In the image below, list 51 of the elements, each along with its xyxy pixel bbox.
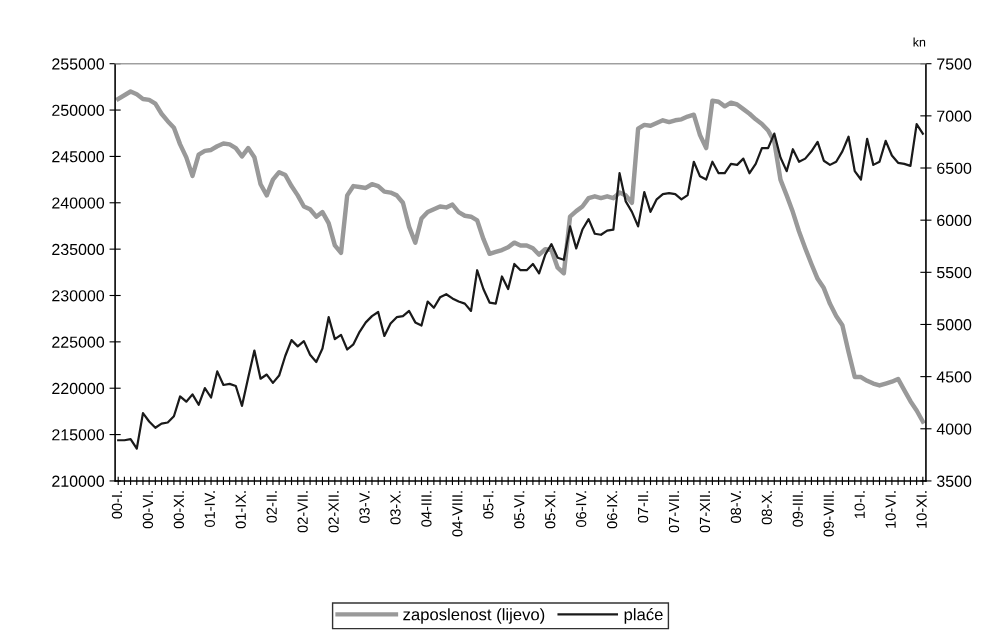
y-tick-label: 255000 [52, 58, 105, 70]
line-series [117, 123, 924, 450]
y2-tick-label: 7500 [937, 58, 972, 70]
y-tick-label: 210000 [52, 475, 105, 487]
x-tick-label: 06-IV. [576, 491, 587, 527]
x-tick-label: 02-II. [266, 491, 277, 523]
x-tick-label: 05-I. [483, 491, 494, 519]
x-tick-label: 00-VI. [142, 491, 154, 529]
x-tick-label: 08-X. [761, 491, 773, 525]
x-tick-label: 09-VIII. [823, 491, 834, 537]
x-tick-label: 00-I. [111, 491, 123, 519]
x-tick-label: 10-XI. [916, 491, 927, 528]
y-tick-label: 245000 [52, 151, 105, 163]
y2-tick-label: 4000 [936, 423, 972, 435]
x-tick-label: 07-II. [637, 491, 649, 523]
y-tick-label: 235000 [52, 243, 105, 256]
y2-tick-label: 5000 [936, 319, 972, 331]
y2-axis-title: kn [913, 37, 926, 47]
x-tick-label: 10-VI. [885, 491, 896, 528]
x-tick-label: 01-IX. [235, 491, 246, 529]
x-tick-label: 10-I. [854, 491, 865, 519]
x-tick-label: 05-VI. [514, 491, 525, 529]
y2-tick-label: 5500 [936, 266, 972, 279]
x-tick-label: 09-III. [792, 491, 803, 527]
y-tick-label: 225000 [52, 336, 105, 348]
x-tick-label: 07-XII. [699, 491, 711, 533]
x-tick-label: 06-IX. [606, 491, 618, 529]
x-tick-label: 05-XI. [545, 491, 556, 529]
y-tick-label: 250000 [52, 104, 105, 116]
x-tick-label: 03-V. [359, 491, 370, 523]
y2-tick-label: 3500 [936, 475, 972, 487]
y-tick-label: 215000 [52, 429, 105, 441]
x-tick-label: 07-VII. [668, 491, 680, 533]
line-series [115, 89, 926, 424]
x-tick-label: 04-VIII. [452, 491, 463, 537]
y2-tick-label: 6000 [937, 214, 972, 227]
y2-tick-label: 7000 [937, 110, 972, 122]
y2-tick-label: 4500 [936, 371, 972, 383]
x-tick-label: 02-VII. [297, 491, 308, 533]
x-tick-label: 08-V. [730, 491, 742, 523]
y-tick-label: 240000 [52, 197, 105, 209]
x-tick-label: 02-XII. [328, 491, 339, 533]
legend-label: zaposlenost (lijevo) [403, 608, 545, 624]
y2-tick-label: 6500 [937, 162, 972, 174]
x-tick-label: 03-X. [390, 491, 401, 525]
legend-label: plaće [624, 607, 663, 624]
x-tick-label: 00-XI. [173, 491, 185, 529]
y-tick-label: 220000 [52, 382, 105, 395]
x-tick-label: 01-IV. [204, 491, 215, 527]
y-tick-label: 230000 [52, 290, 105, 302]
x-tick-label: 04-III. [421, 491, 432, 527]
